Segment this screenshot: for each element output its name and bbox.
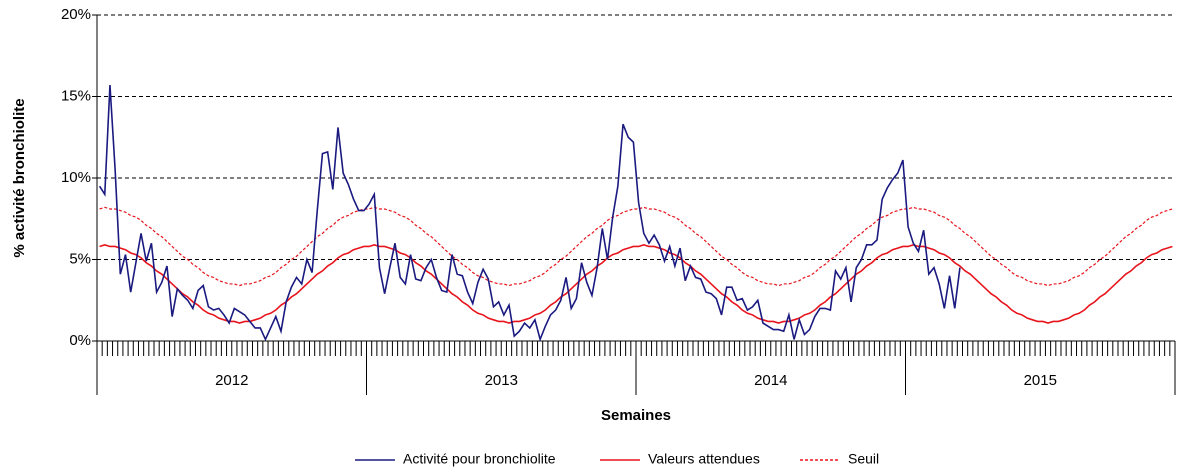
series-line [99, 206, 1173, 287]
series-line [99, 243, 1173, 324]
y-tick-label: 20% [61, 6, 91, 23]
y-axis-title: % activité bronchiolite [11, 98, 28, 257]
y-tick-label: 10% [61, 169, 91, 186]
x-group-label: 2015 [1024, 372, 1057, 389]
x-axis-title: Semaines [601, 407, 671, 424]
legend-label: Seuil [848, 451, 879, 467]
legend-label: Activité pour bronchiolite [403, 451, 556, 467]
y-tick-label: 15% [61, 87, 91, 104]
y-tick-label: 0% [69, 332, 91, 349]
x-group-label: 2013 [485, 372, 518, 389]
y-tick-label: 5% [69, 250, 91, 267]
x-group-label: 2012 [215, 372, 248, 389]
x-group-label: 2014 [754, 372, 787, 389]
legend-label: Valeurs attendues [648, 451, 760, 467]
series-line [98, 85, 961, 342]
